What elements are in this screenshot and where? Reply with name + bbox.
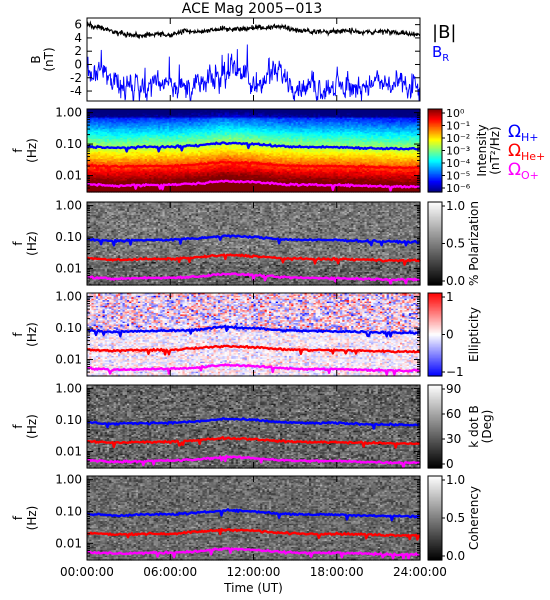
colorbar-tick-label: 60 bbox=[446, 407, 461, 421]
colorbar-label: % Polarization bbox=[467, 201, 481, 286]
colorbar-label: (nT²/Hz) bbox=[488, 126, 502, 174]
colorbar-tick-label: 0 bbox=[446, 328, 454, 342]
spectrogram-panel-5 bbox=[87, 476, 421, 561]
freq-ytick-label: 1.00 bbox=[55, 290, 82, 304]
colorbar-tick-label: 10⁻⁶ bbox=[446, 182, 471, 195]
spectrogram-panel-4 bbox=[87, 385, 421, 469]
freq-ytick-label: 0.10 bbox=[55, 504, 82, 518]
freq-ytick-label: 1.00 bbox=[55, 473, 82, 487]
x-axis-label: Time (UT) bbox=[223, 581, 283, 595]
xtick-label: 00:00:00 bbox=[60, 565, 114, 579]
spectrogram-panel-1 bbox=[87, 109, 421, 193]
b-panel-background bbox=[87, 18, 420, 101]
b-ytick-label: 2 bbox=[74, 44, 82, 58]
b-axis-label: B bbox=[29, 55, 43, 63]
freq-ytick-label: 1.00 bbox=[55, 106, 82, 120]
chart-title: ACE Mag 2005−013 bbox=[182, 1, 322, 17]
freq-ytick-label: 1.00 bbox=[55, 199, 82, 213]
colorbar-tick-label: 0.5 bbox=[446, 511, 465, 525]
colorbar-tick-label: 10⁻⁵ bbox=[446, 170, 470, 183]
colorbar-label: Ellipticity bbox=[467, 307, 481, 362]
colorbar-label: (Deg) bbox=[480, 410, 494, 444]
colorbar-2: 1.0 0.5 0.0% Polarization bbox=[428, 199, 481, 288]
b-legend-magnitude: |B| bbox=[432, 22, 456, 43]
freq-ytick-label: 0.10 bbox=[55, 321, 82, 335]
colorbar-tick-label: 30 bbox=[446, 432, 461, 446]
xtick-label: 18:00:00 bbox=[310, 565, 364, 579]
b-ytick-label: 6 bbox=[74, 18, 82, 32]
freq-ytick-label: 1.00 bbox=[55, 382, 82, 396]
freq-axis-label: (Hz) bbox=[25, 138, 39, 163]
colorbar-tick-label: 10⁻⁴ bbox=[446, 157, 471, 170]
colorbar-tick-label: 1.0 bbox=[446, 473, 465, 487]
freq-ytick-label: 0.10 bbox=[55, 137, 82, 151]
colorbar-tick-label: 90 bbox=[446, 382, 461, 396]
colorbar-tick-label: −1 bbox=[446, 365, 464, 379]
b-axis-label: (nT) bbox=[42, 47, 56, 71]
freq-ytick-label: 0.01 bbox=[55, 353, 82, 367]
colorbar-tick-label: 0.0 bbox=[446, 274, 465, 288]
colorbar-label: k dot B bbox=[467, 405, 481, 447]
colorbar-tick-label: 1 bbox=[446, 290, 454, 304]
freq-ytick-label: 0.10 bbox=[55, 413, 82, 427]
colorbar-tick-label: 10⁰ bbox=[446, 107, 465, 120]
colorbar-label: Intensity bbox=[475, 124, 489, 176]
freq-ytick-label: 0.01 bbox=[55, 169, 82, 183]
b-ytick-label: 0 bbox=[74, 57, 82, 71]
freq-ytick-label: 0.01 bbox=[55, 262, 82, 276]
colorbar-tick-label: 0 bbox=[446, 457, 454, 471]
xtick-label: 06:00:00 bbox=[143, 565, 197, 579]
b-ytick-label: -4 bbox=[70, 84, 82, 98]
freq-axis-label: (Hz) bbox=[25, 414, 39, 439]
b-ytick-label: 4 bbox=[74, 31, 82, 45]
freq-axis-label: (Hz) bbox=[25, 231, 39, 256]
colorbar-tick-label: 1.0 bbox=[446, 199, 465, 213]
freq-ytick-label: 0.10 bbox=[55, 230, 82, 244]
spectrogram-panel-3 bbox=[87, 293, 421, 377]
colorbar-tick-label: 10⁻¹ bbox=[446, 120, 470, 133]
spectrogram-panel-2 bbox=[87, 202, 421, 286]
colorbar-tick-label: 10⁻³ bbox=[446, 145, 470, 158]
freq-ytick-label: 0.01 bbox=[55, 536, 82, 550]
freq-axis-label: (Hz) bbox=[25, 322, 39, 347]
xtick-label: 24:00:00 bbox=[393, 565, 447, 579]
colorbar-tick-label: 0.0 bbox=[446, 549, 465, 563]
b-ytick-label: -2 bbox=[70, 71, 82, 85]
colorbar-tick-label: 10⁻² bbox=[446, 132, 470, 145]
xtick-label: 12:00:00 bbox=[227, 565, 281, 579]
colorbar-tick-label: 0.5 bbox=[446, 237, 465, 251]
colorbar-label: Coherency bbox=[467, 486, 481, 550]
freq-axis-label: (Hz) bbox=[25, 506, 39, 531]
freq-ytick-label: 0.01 bbox=[55, 445, 82, 459]
